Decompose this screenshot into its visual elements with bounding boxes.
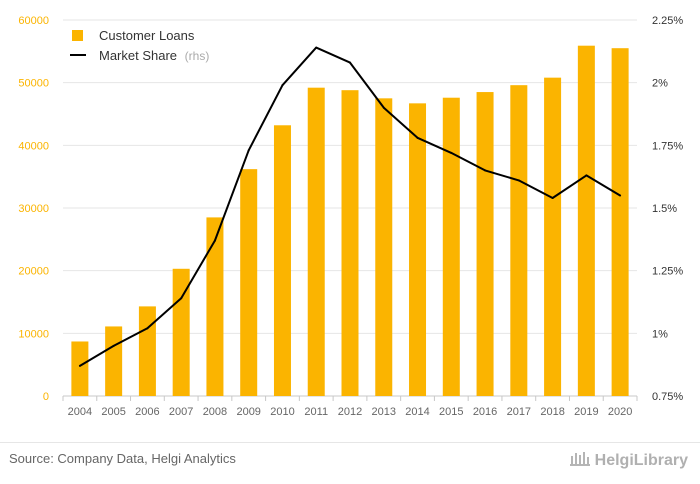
bar-2007[interactable] [172, 268, 190, 396]
logo-text: HelgiLibrary [594, 451, 688, 469]
bar-2020[interactable] [611, 48, 629, 396]
x-tick-label: 2007 [169, 406, 193, 418]
bar-2012[interactable] [341, 90, 359, 396]
bar-2019[interactable] [577, 45, 595, 397]
footer: Source: Company Data, Helgi Analytics He… [0, 442, 700, 484]
market-share-point-2007[interactable] [180, 297, 183, 300]
bar-2010[interactable] [273, 125, 291, 396]
y-axis-right: 0.75% 1% 1.25% 1.5% 1.75% 2% 2.25% [652, 15, 683, 403]
y-left-tick-label: 30000 [18, 203, 49, 215]
market-share-point-2019[interactable] [585, 174, 588, 177]
y-right-tick-label: 0.75% [652, 391, 683, 403]
market-share-point-2005[interactable] [112, 344, 115, 347]
x-axis: 2004 2005 2006 2007 2008 2009 2010 2011 2012 2013… [62, 396, 638, 418]
legend-label-share-suffix: (rhs) [185, 49, 210, 63]
library-columns-icon [569, 449, 591, 472]
y-left-tick-label: 0 [43, 391, 49, 403]
y-left-tick-label: 20000 [18, 266, 49, 278]
x-tick-label: 2018 [540, 406, 564, 418]
market-share-point-2014[interactable] [416, 136, 419, 139]
y-right-tick-label: 2.25% [652, 15, 683, 27]
x-tick-label: 2010 [270, 406, 294, 418]
market-share-point-2004[interactable] [78, 364, 81, 367]
legend[interactable]: Customer Loans Market Share (rhs) [70, 28, 209, 63]
legend-label-loans: Customer Loans [99, 28, 195, 43]
bar-2008[interactable] [206, 217, 224, 396]
y-right-tick-label: 2% [652, 78, 668, 90]
market-share-point-2016[interactable] [484, 169, 487, 172]
y-right-tick-label: 1.5% [652, 203, 677, 215]
x-tick-label: 2016 [473, 406, 497, 418]
market-share-point-2012[interactable] [349, 61, 351, 64]
bar-2016[interactable] [476, 92, 494, 397]
line-series [78, 46, 622, 367]
bar-2014[interactable] [409, 103, 427, 396]
bar-2011[interactable] [307, 87, 325, 397]
market-share-point-2017[interactable] [517, 179, 520, 182]
y-right-tick-label: 1.75% [652, 140, 683, 152]
x-tick-label: 2006 [135, 406, 159, 418]
bar-2017[interactable] [510, 85, 528, 396]
market-share-point-2006[interactable] [146, 327, 149, 330]
market-share-point-2008[interactable] [213, 239, 216, 242]
bar-2018[interactable] [544, 77, 562, 397]
bar-2009[interactable] [240, 169, 258, 396]
legend-swatch-loans [72, 30, 83, 41]
helgi-library-logo[interactable]: HelgiLibrary [569, 449, 688, 472]
x-tick-label: 2012 [338, 406, 362, 418]
chart: 2004 2005 2006 2007 2008 2009 2010 2011 2012 2013… [18, 15, 683, 418]
x-tick-label: 2004 [68, 406, 92, 418]
legend-label-share-name: Market Share [99, 48, 177, 63]
y-right-tick-label: 1.25% [652, 266, 683, 278]
source-text: Source: Company Data, Helgi Analytics [9, 451, 236, 466]
market-share-point-2013[interactable] [382, 106, 385, 109]
y-left-tick-label: 60000 [18, 15, 49, 27]
bar-2004[interactable] [71, 341, 89, 396]
y-left-tick-label: 10000 [18, 328, 49, 340]
x-tick-label: 2020 [608, 406, 632, 418]
x-tick-label: 2011 [304, 406, 328, 418]
market-share-point-2018[interactable] [551, 196, 554, 199]
x-tick-label: 2014 [405, 406, 429, 418]
bar-series [71, 45, 629, 397]
market-share-point-2009[interactable] [247, 149, 250, 152]
bar-2005[interactable] [105, 326, 123, 396]
x-tick-label: 2009 [236, 406, 260, 418]
y-left-tick-label: 40000 [18, 140, 49, 152]
market-share-point-2011[interactable] [315, 46, 318, 49]
x-tick-label: 2015 [439, 406, 463, 418]
x-tick-label: 2005 [101, 406, 125, 418]
legend-label-share: Market Share (rhs) [99, 48, 209, 63]
market-share-point-2020[interactable] [619, 194, 622, 197]
y-right-tick-label: 1% [652, 328, 668, 340]
market-share-point-2010[interactable] [281, 84, 284, 87]
bar-2013[interactable] [375, 98, 393, 396]
bar-2006[interactable] [138, 306, 156, 396]
y-left-tick-label: 50000 [18, 78, 49, 90]
bar-2015[interactable] [442, 97, 460, 396]
x-tick-label: 2019 [574, 406, 598, 418]
y-axis-left: 0 10000 20000 30000 40000 50000 60000 [18, 15, 49, 403]
x-tick-label: 2008 [203, 406, 227, 418]
market-share-point-2015[interactable] [450, 151, 453, 154]
x-tick-label: 2013 [372, 406, 396, 418]
x-tick-label: 2017 [507, 406, 531, 418]
